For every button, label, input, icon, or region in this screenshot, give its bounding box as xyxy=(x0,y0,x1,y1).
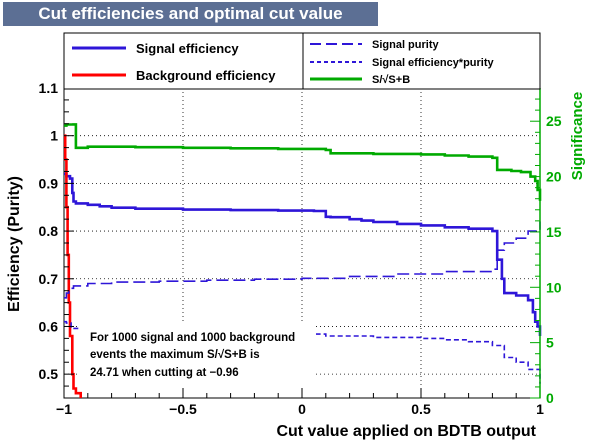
x-tick-label: 0 xyxy=(298,401,306,417)
series-s-s-b xyxy=(64,123,542,201)
legend-label-signal-purity: Signal purity xyxy=(372,39,440,51)
y-tick-label: 0.6 xyxy=(39,318,59,334)
y-tick-label: 1.1 xyxy=(39,80,59,96)
legend: Signal efficiency Background efficiency … xyxy=(63,32,541,90)
y-axis-title: Efficiency (Purity) xyxy=(6,176,23,312)
annotation-line-3: 24.71 when cutting at −0.96 xyxy=(90,367,239,379)
x-tick-label: −1 xyxy=(56,401,72,417)
legend-label-significance: S/√S+B xyxy=(372,74,410,86)
legend-label-signal-efficiency: Signal efficiency xyxy=(136,41,239,56)
annotation: For 1000 signal and 1000 background even… xyxy=(80,323,316,385)
y-tick-label: 0.8 xyxy=(39,223,59,239)
annotation-line-1: For 1000 signal and 1000 background xyxy=(90,332,295,344)
series-signal-purity xyxy=(64,221,541,299)
x-axis-title: Cut value applied on BDTB output xyxy=(276,423,536,440)
y2-tick-label: 25 xyxy=(546,113,562,129)
x-tick-label: −0.5 xyxy=(169,401,197,417)
y-tick-label: 0.5 xyxy=(39,366,59,382)
y2-tick-label: 10 xyxy=(546,279,562,295)
chart-title-box: Cut efficiencies and optimal cut value xyxy=(3,2,378,26)
y-tick-label: 0.9 xyxy=(39,175,59,191)
annotation-line-2: events the maximum S/√S+B is xyxy=(90,348,260,361)
legend-box xyxy=(63,32,541,90)
legend-label-background-efficiency: Background efficiency xyxy=(136,68,276,83)
annotation-box xyxy=(80,323,316,385)
chart-title: Cut efficiencies and optimal cut value xyxy=(38,4,343,23)
y2-tick-label: 5 xyxy=(546,335,554,351)
series-signal-efficiency xyxy=(64,172,542,336)
legend-label-efficiency-purity: Signal efficiency*purity xyxy=(372,57,495,69)
y2-axis-title: Significance xyxy=(569,92,586,180)
x-tick-label: 0.5 xyxy=(411,401,431,417)
y-tick-label: 1 xyxy=(50,128,58,144)
y2-tick-label: 0 xyxy=(546,390,554,406)
axes: −1 −0.5 0 0.5 1 0.5 0.6 0.7 0.8 0.9 1 1.1 0 5 10 15 20 25 xyxy=(39,80,562,417)
x-tick-label: 1 xyxy=(536,401,544,417)
y2-tick-label: 20 xyxy=(546,169,562,185)
y2-tick-label: 15 xyxy=(546,224,562,240)
y-tick-label: 0.7 xyxy=(39,271,59,287)
